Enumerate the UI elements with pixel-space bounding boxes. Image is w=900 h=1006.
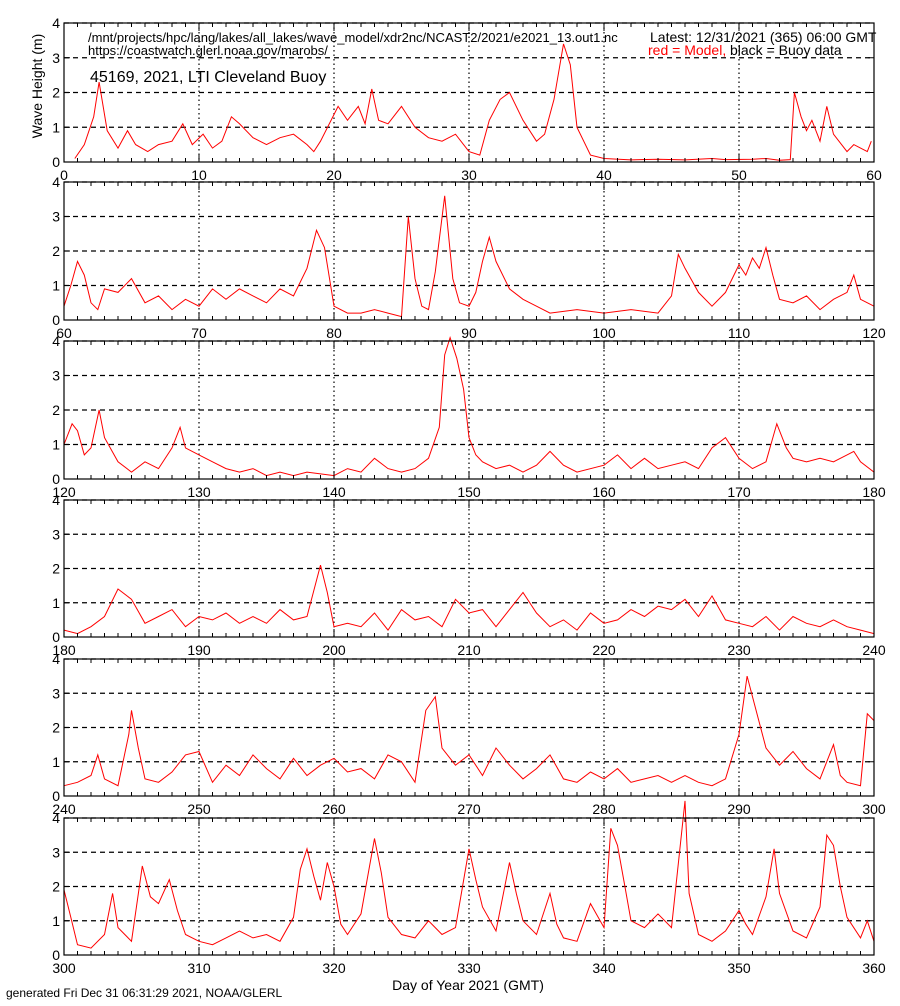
y-tick-label: 0 [52, 471, 60, 487]
y-tick-label: 2 [52, 402, 60, 418]
x-tick-label: 270 [457, 801, 481, 817]
y-tick-label: 2 [52, 720, 60, 736]
x-tick-label: 280 [592, 801, 616, 817]
panel-5: 0 1 2 3 4 240 250 260 270 280 290 300 [52, 651, 886, 817]
x-tick-label: 180 [862, 484, 886, 500]
y-tick-label: 0 [52, 629, 60, 645]
panel-6: 0 1 2 3 4 300 310 320 330 340 350 360 [52, 800, 886, 976]
x-tick-label: 50 [731, 167, 747, 183]
latest-timestamp: Latest: 12/31/2021 (365) 06:00 GMT [650, 29, 877, 45]
x-tick-label: 180 [52, 642, 76, 658]
panel-2: 0 1 2 3 4 60 70 80 90 100 110 120 [52, 174, 886, 341]
x-tick-label: 60 [866, 167, 882, 183]
x-tick-label: 250 [187, 801, 211, 817]
y-axis-label: Wave Height (m) [29, 34, 45, 139]
y-tick-label: 1 [52, 754, 60, 770]
x-axis-label: Day of Year 2021 (GMT) [392, 977, 544, 993]
y-tick-label: 0 [52, 947, 60, 963]
x-tick-label: 360 [862, 960, 886, 976]
x-tick-label: 120 [862, 325, 886, 341]
x-tick-label: 300 [862, 801, 886, 817]
model-series-line [63, 564, 875, 635]
x-tick-label: 20 [326, 167, 342, 183]
path-line: /mnt/projects/hpc/lang/lakes/all_lakes/w… [88, 30, 618, 45]
x-tick-label: 140 [322, 484, 346, 500]
y-tick-label: 3 [52, 209, 60, 225]
x-tick-label: 70 [191, 325, 207, 341]
y-tick-label: 3 [52, 50, 60, 66]
x-tick-label: 330 [457, 960, 481, 976]
x-tick-label: 240 [862, 642, 886, 658]
y-tick-label: 0 [52, 154, 60, 170]
x-tick-label: 230 [727, 642, 751, 658]
y-tick-label: 1 [52, 437, 60, 453]
y-tick-label: 3 [52, 844, 60, 860]
x-tick-label: 160 [592, 484, 616, 500]
x-tick-label: 10 [191, 167, 207, 183]
y-tick-label: 2 [52, 561, 60, 577]
x-tick-label: 120 [52, 484, 76, 500]
legend-buoy: black = Buoy data [730, 42, 842, 58]
y-tick-label: 4 [52, 174, 60, 190]
y-tick-label: 4 [52, 810, 60, 826]
y-tick-label: 1 [52, 913, 60, 929]
model-series-line [63, 335, 875, 477]
y-tick-label: 3 [52, 685, 60, 701]
x-tick-label: 110 [728, 325, 751, 341]
y-tick-label: 0 [52, 312, 60, 328]
x-tick-label: 80 [326, 325, 342, 341]
x-tick-label: 300 [52, 960, 76, 976]
x-tick-label: 30 [461, 167, 477, 183]
x-tick-label: 190 [187, 642, 211, 658]
x-tick-label: 340 [592, 960, 616, 976]
x-tick-label: 260 [322, 801, 346, 817]
x-tick-label: 60 [56, 325, 72, 341]
x-tick-label: 350 [727, 960, 751, 976]
x-tick-label: 90 [461, 325, 477, 341]
y-tick-label: 2 [52, 243, 60, 259]
model-series-line [63, 675, 875, 787]
x-tick-label: 210 [457, 642, 481, 658]
y-tick-label: 1 [52, 278, 60, 294]
y-tick-label: 3 [52, 526, 60, 542]
x-tick-label: 290 [727, 801, 751, 817]
y-tick-label: 4 [52, 492, 60, 508]
x-tick-label: 240 [52, 801, 76, 817]
y-tick-label: 4 [52, 15, 60, 31]
x-tick-label: 100 [592, 325, 616, 341]
x-tick-label: 130 [187, 484, 211, 500]
model-series-line [63, 195, 875, 318]
y-tick-label: 2 [52, 879, 60, 895]
legend-model: red = Model, [648, 42, 726, 58]
y-tick-label: 4 [52, 333, 60, 349]
x-tick-label: 220 [592, 642, 616, 658]
model-series-line [63, 800, 875, 949]
x-tick-label: 40 [596, 167, 612, 183]
y-tick-label: 3 [52, 368, 60, 384]
x-tick-label: 310 [187, 960, 211, 976]
panel-3: 0 1 2 3 4 120 130 140 150 160 170 180 [52, 333, 886, 500]
y-tick-label: 0 [52, 788, 60, 804]
station-title: 45169, 2021, LTI Cleveland Buoy [90, 69, 326, 86]
x-tick-label: 150 [457, 484, 481, 500]
generated-footer: generated Fri Dec 31 06:31:29 2021, NOAA… [6, 986, 282, 1000]
y-tick-label: 4 [52, 651, 60, 667]
x-tick-label: 170 [727, 484, 751, 500]
y-tick-label: 1 [52, 595, 60, 611]
y-tick-label: 1 [52, 119, 60, 135]
url-line: https://coastwatch.glerl.noaa.gov/marobs… [88, 43, 328, 58]
model-series-line [74, 43, 872, 161]
panel-4: 0 1 2 3 4 180 190 200 210 220 230 240 [52, 492, 886, 658]
x-tick-label: 200 [322, 642, 346, 658]
x-tick-label: 320 [322, 960, 346, 976]
y-tick-label: 2 [52, 85, 60, 101]
x-tick-label: 0 [60, 167, 68, 183]
